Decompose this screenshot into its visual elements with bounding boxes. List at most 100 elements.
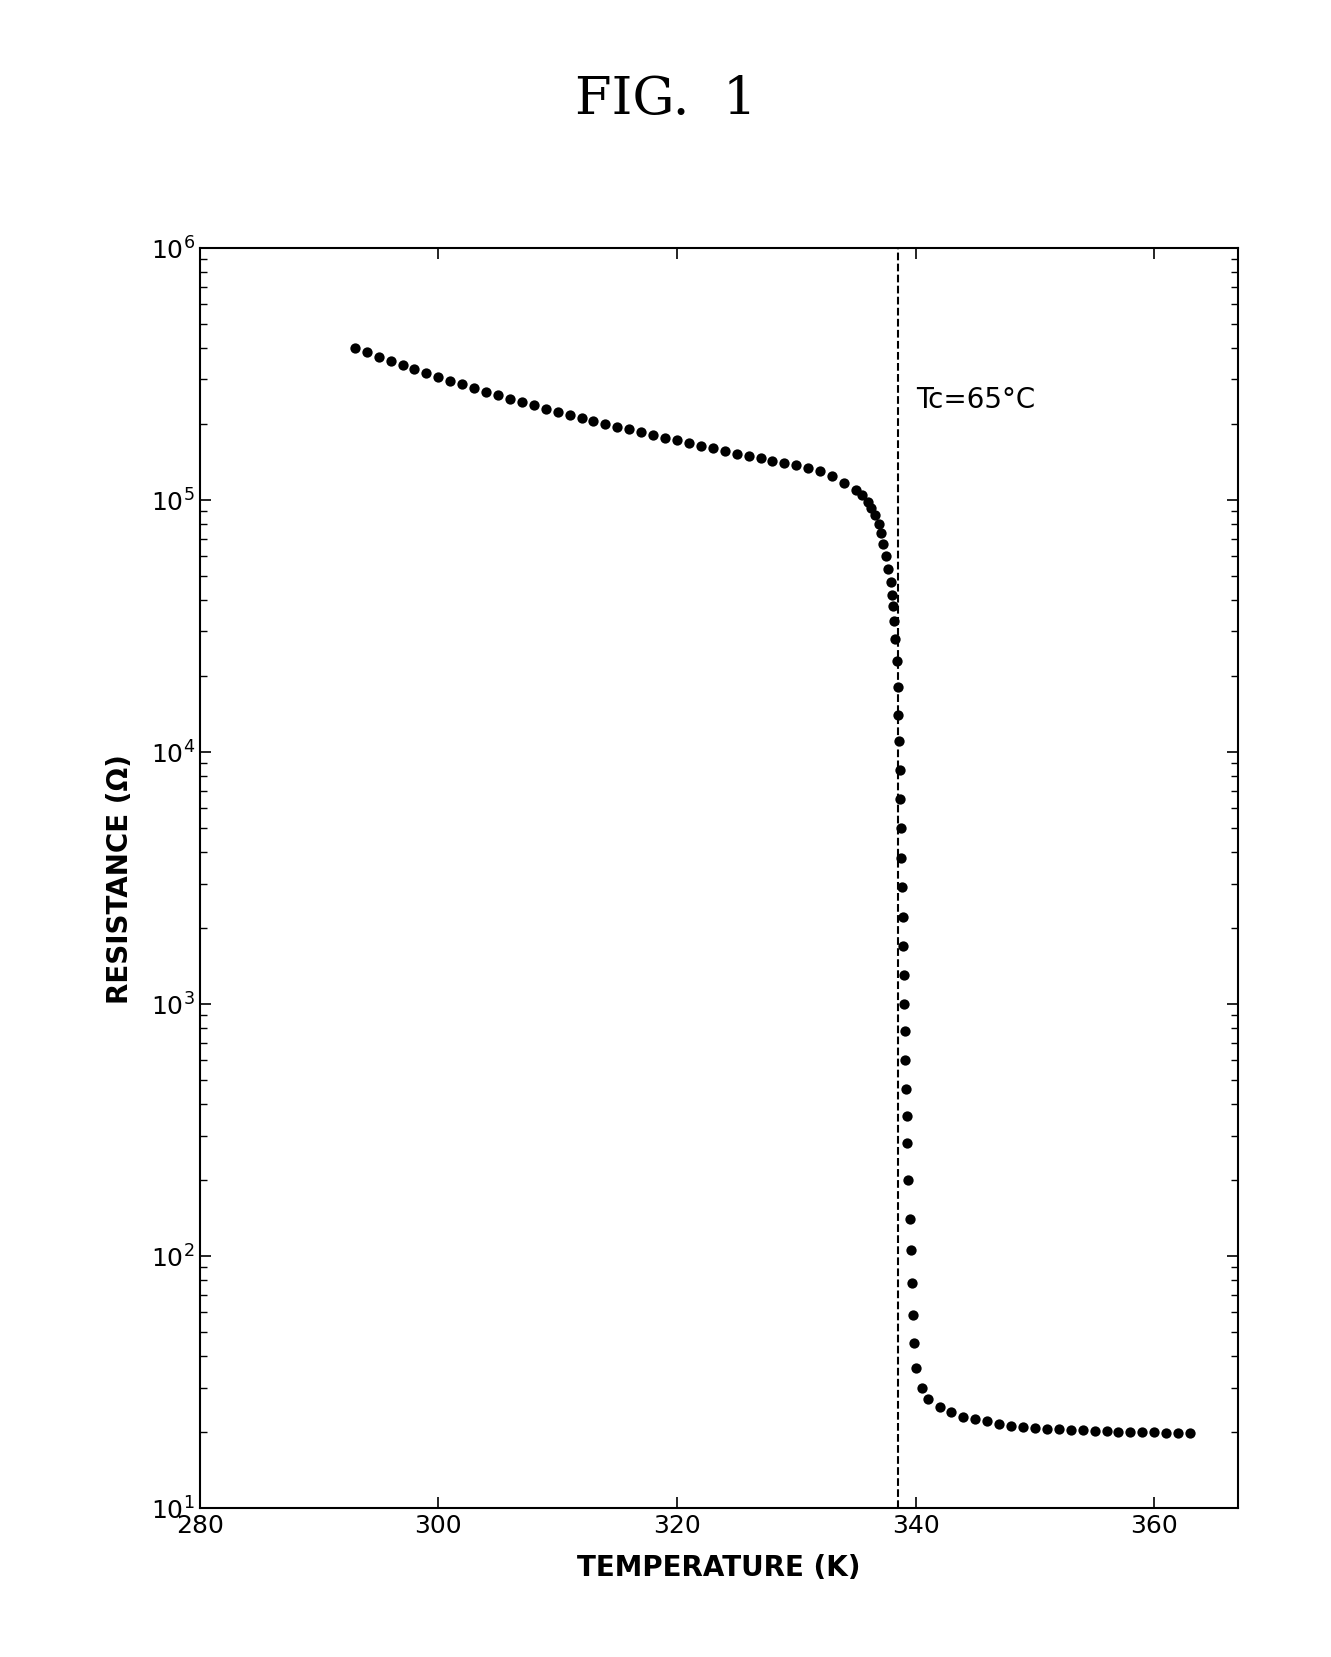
Point (896, 1102, 917, 1128)
Point (877, 557, 898, 583)
Point (679, 431, 700, 457)
Point (876, 543, 897, 570)
Point (1025, 1415, 1046, 1442)
Point (884, 608, 905, 635)
Point (1001, 1412, 1022, 1438)
Point (888, 729, 909, 756)
Point (889, 785, 910, 812)
Point (487, 383, 508, 409)
Point (977, 1408, 998, 1435)
Point (631, 419, 652, 446)
Point (1107, 1418, 1129, 1445)
Point (773, 451, 795, 477)
Text: Tc=65°C: Tc=65°C (916, 386, 1036, 414)
Point (439, 368, 461, 394)
Point (583, 409, 604, 436)
Point (655, 426, 676, 452)
Point (511, 389, 532, 416)
Point (749, 446, 771, 472)
Point (1013, 1413, 1034, 1440)
Point (1119, 1418, 1141, 1445)
Point (1049, 1417, 1070, 1443)
Point (845, 477, 866, 504)
Point (547, 399, 568, 426)
Point (898, 1206, 920, 1233)
Point (619, 418, 640, 444)
Point (897, 1130, 918, 1157)
Point (890, 815, 912, 842)
Point (892, 905, 913, 931)
Point (1071, 1417, 1093, 1443)
X-axis label: TEMPERATURE (K): TEMPERATURE (K) (578, 1553, 860, 1581)
Text: FIG.  1: FIG. 1 (575, 75, 756, 124)
Point (893, 933, 914, 959)
Point (929, 1395, 950, 1422)
Point (691, 432, 712, 459)
Point (571, 406, 592, 432)
Point (857, 489, 878, 515)
Point (880, 570, 901, 597)
Point (559, 403, 580, 429)
Point (713, 439, 735, 466)
Point (898, 1167, 920, 1193)
Point (894, 1017, 916, 1044)
Point (888, 703, 909, 729)
Point (367, 345, 389, 371)
Point (893, 963, 914, 989)
Point (607, 414, 628, 441)
Point (535, 396, 556, 423)
Point (889, 757, 910, 784)
Point (499, 386, 520, 413)
Point (892, 875, 913, 901)
Point (896, 1075, 917, 1102)
Point (1143, 1420, 1165, 1447)
Point (475, 379, 496, 406)
Point (415, 361, 437, 388)
Point (737, 444, 759, 471)
Point (905, 1354, 926, 1380)
Point (725, 441, 747, 467)
Point (1037, 1415, 1058, 1442)
Y-axis label: RESISTANCE (Ω): RESISTANCE (Ω) (106, 754, 134, 1002)
Point (1155, 1420, 1177, 1447)
Point (703, 436, 724, 462)
Point (882, 593, 904, 620)
Point (785, 452, 807, 479)
Point (451, 371, 473, 398)
Point (643, 423, 664, 449)
Point (391, 353, 413, 379)
Point (900, 1238, 921, 1264)
Point (910, 1374, 932, 1400)
Point (868, 512, 889, 539)
Point (797, 456, 819, 482)
Point (902, 1302, 924, 1329)
Point (1059, 1417, 1081, 1443)
Point (403, 356, 425, 383)
Point (345, 335, 366, 361)
Point (379, 348, 401, 374)
Point (833, 471, 855, 497)
Point (886, 674, 908, 701)
Point (917, 1385, 938, 1412)
Point (357, 340, 378, 366)
Point (886, 648, 908, 674)
Point (885, 626, 906, 653)
Point (761, 447, 783, 474)
Point (852, 482, 873, 509)
Point (893, 991, 914, 1017)
Point (861, 495, 882, 522)
Point (873, 530, 894, 557)
Point (894, 1047, 916, 1074)
Point (953, 1403, 974, 1430)
Point (523, 393, 544, 419)
Point (870, 520, 892, 547)
Point (901, 1269, 922, 1296)
Point (1167, 1420, 1189, 1447)
Point (667, 428, 688, 454)
Point (989, 1410, 1010, 1437)
Point (595, 411, 616, 437)
Point (427, 365, 449, 391)
Point (890, 845, 912, 872)
Point (1131, 1418, 1153, 1445)
Point (904, 1331, 925, 1357)
